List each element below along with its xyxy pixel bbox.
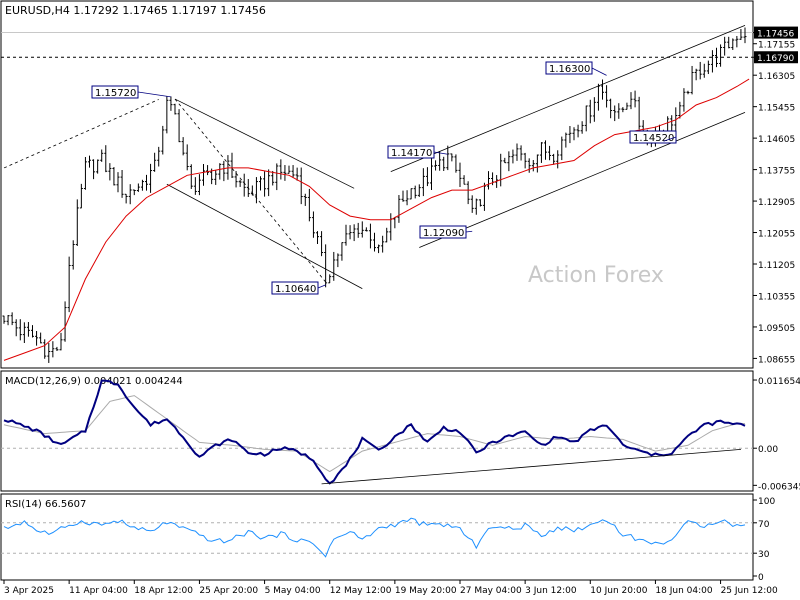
y-tick-label: 1.12055 xyxy=(758,230,795,240)
x-tick-label: 25 Jun 12:00 xyxy=(721,586,778,596)
price-annotation-label: 1.15720 xyxy=(95,88,136,99)
rsi-pane-header: RSI(14) 66.5607 xyxy=(5,499,86,510)
rsi-y-tick-label: 100 xyxy=(758,497,775,507)
x-tick-label: 27 May 04:00 xyxy=(460,586,522,596)
x-tick-label: 11 Apr 04:00 xyxy=(69,586,128,596)
y-tick-label: 1.12905 xyxy=(758,198,795,208)
trendline xyxy=(390,25,746,173)
price-annotation-label: 1.16300 xyxy=(549,64,590,75)
rsi-y-tick-label: 0 xyxy=(758,573,764,583)
macd-pane-header: MACD(12,26,9) 0.004021 0.004244 xyxy=(5,376,183,387)
y-tick-label: 1.15455 xyxy=(758,104,795,114)
price-annotation-leader xyxy=(317,284,326,289)
rsi-y-tick-label: 70 xyxy=(758,520,770,530)
price-annotation-leader xyxy=(465,230,473,233)
price-annotation-leader xyxy=(433,151,448,155)
x-tick-label: 18 Apr 12:00 xyxy=(134,586,193,596)
x-tick-label: 3 Apr 2025 xyxy=(4,586,54,596)
watermark: Action Forex xyxy=(528,263,664,288)
x-tick-label: 18 Jun 04:00 xyxy=(655,586,712,596)
x-tick-label: 10 Jun 20:00 xyxy=(590,586,647,596)
y-tick-label: 1.11205 xyxy=(758,261,795,271)
macd-pane: MACD(12,26,9) 0.004021 0.004244 0.011654… xyxy=(0,370,800,492)
price-annotation: 1.14520 xyxy=(629,130,677,144)
x-tick-label: 25 Apr 20:00 xyxy=(199,586,258,596)
trendline xyxy=(3,99,159,169)
trendline xyxy=(174,98,355,189)
y-tick-label: 1.17155 xyxy=(758,41,795,51)
y-tick-label: 1.16305 xyxy=(758,72,795,82)
price-annotation-label: 1.14520 xyxy=(633,133,674,144)
price-annotation-leader xyxy=(137,91,171,98)
x-axis: 3 Apr 2025 11 Apr 04:00 18 Apr 12:00 25 Apr… xyxy=(3,580,778,596)
y-tick-label: 1.09505 xyxy=(758,324,795,334)
macd-trendline xyxy=(321,448,741,485)
rsi-pane: RSI(14) 66.5607 100 70 30 0 xyxy=(0,493,775,583)
trendline xyxy=(166,183,363,289)
price-annotation-label: 1.10640 xyxy=(275,284,316,295)
reference-price-box xyxy=(754,51,798,64)
price-pane: EURUSD,H4 1.17292 1.17465 1.17197 1.1745… xyxy=(0,0,798,369)
price-annotation-label: 1.14170 xyxy=(391,148,432,159)
price-annotation-label: 1.12090 xyxy=(423,228,464,239)
macd-pane-frame xyxy=(0,370,754,492)
reference-price-label: 1.16790 xyxy=(757,54,794,64)
macd-signal-line xyxy=(3,395,745,473)
x-tick-label: 12 May 12:00 xyxy=(330,586,392,596)
macd-y-tick-label: -0.006345 xyxy=(758,482,800,492)
macd-y-tick-label: 0.00 xyxy=(758,445,778,455)
trendline xyxy=(419,112,746,248)
rsi-line xyxy=(3,517,746,558)
x-tick-label: 19 May 20:00 xyxy=(395,586,457,596)
macd-y-tick-label: 0.011654 xyxy=(758,377,800,387)
y-tick-label: 1.13755 xyxy=(758,167,795,177)
price-pane-header: EURUSD,H4 1.17292 1.17465 1.17197 1.1745… xyxy=(5,4,266,17)
price-annotation: 1.10640 xyxy=(271,281,326,295)
price-annotation: 1.15720 xyxy=(91,85,171,99)
current-price-box xyxy=(754,26,798,39)
price-annotation: 1.14170 xyxy=(387,145,448,159)
price-pane-frame xyxy=(0,0,754,369)
current-price-label: 1.17456 xyxy=(757,30,794,40)
price-annotation-leader xyxy=(663,136,677,142)
x-tick-label: 3 Jun 12:00 xyxy=(525,586,577,596)
price-annotation: 1.12090 xyxy=(419,225,473,239)
x-tick-label: 5 May 04:00 xyxy=(265,586,321,596)
rsi-y-tick-label: 30 xyxy=(758,550,770,560)
price-annotation-leader xyxy=(591,67,607,76)
macd-line xyxy=(3,379,746,485)
rsi-pane-frame xyxy=(0,493,754,581)
y-tick-label: 1.10355 xyxy=(758,292,795,302)
price-annotation: 1.16300 xyxy=(545,61,607,76)
y-tick-label: 1.14605 xyxy=(758,135,795,145)
y-tick-label: 1.08655 xyxy=(758,355,795,365)
